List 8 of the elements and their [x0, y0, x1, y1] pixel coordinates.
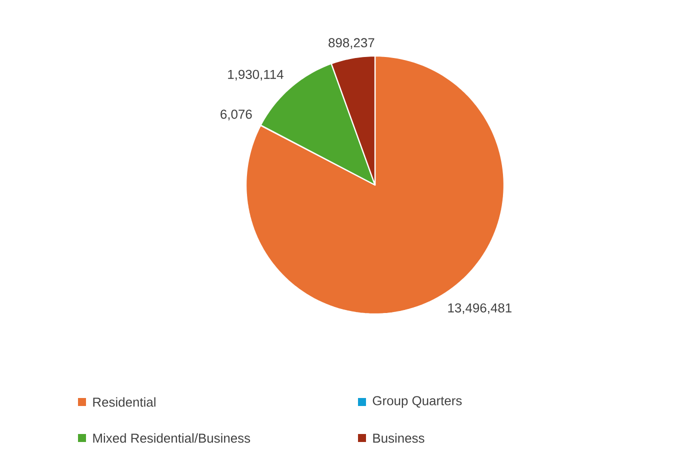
data-label: 898,237 — [328, 38, 374, 49]
legend-label: Group Quarters — [372, 396, 462, 408]
legend-label: Business — [373, 433, 424, 443]
legend-label: Residential — [93, 397, 156, 407]
data-label: 13,496,481 — [448, 303, 512, 314]
data-label: 6,076 — [220, 110, 252, 120]
data-label: 1,930,114 — [228, 70, 284, 81]
legend-label: Mixed Residential/Business — [93, 433, 250, 443]
